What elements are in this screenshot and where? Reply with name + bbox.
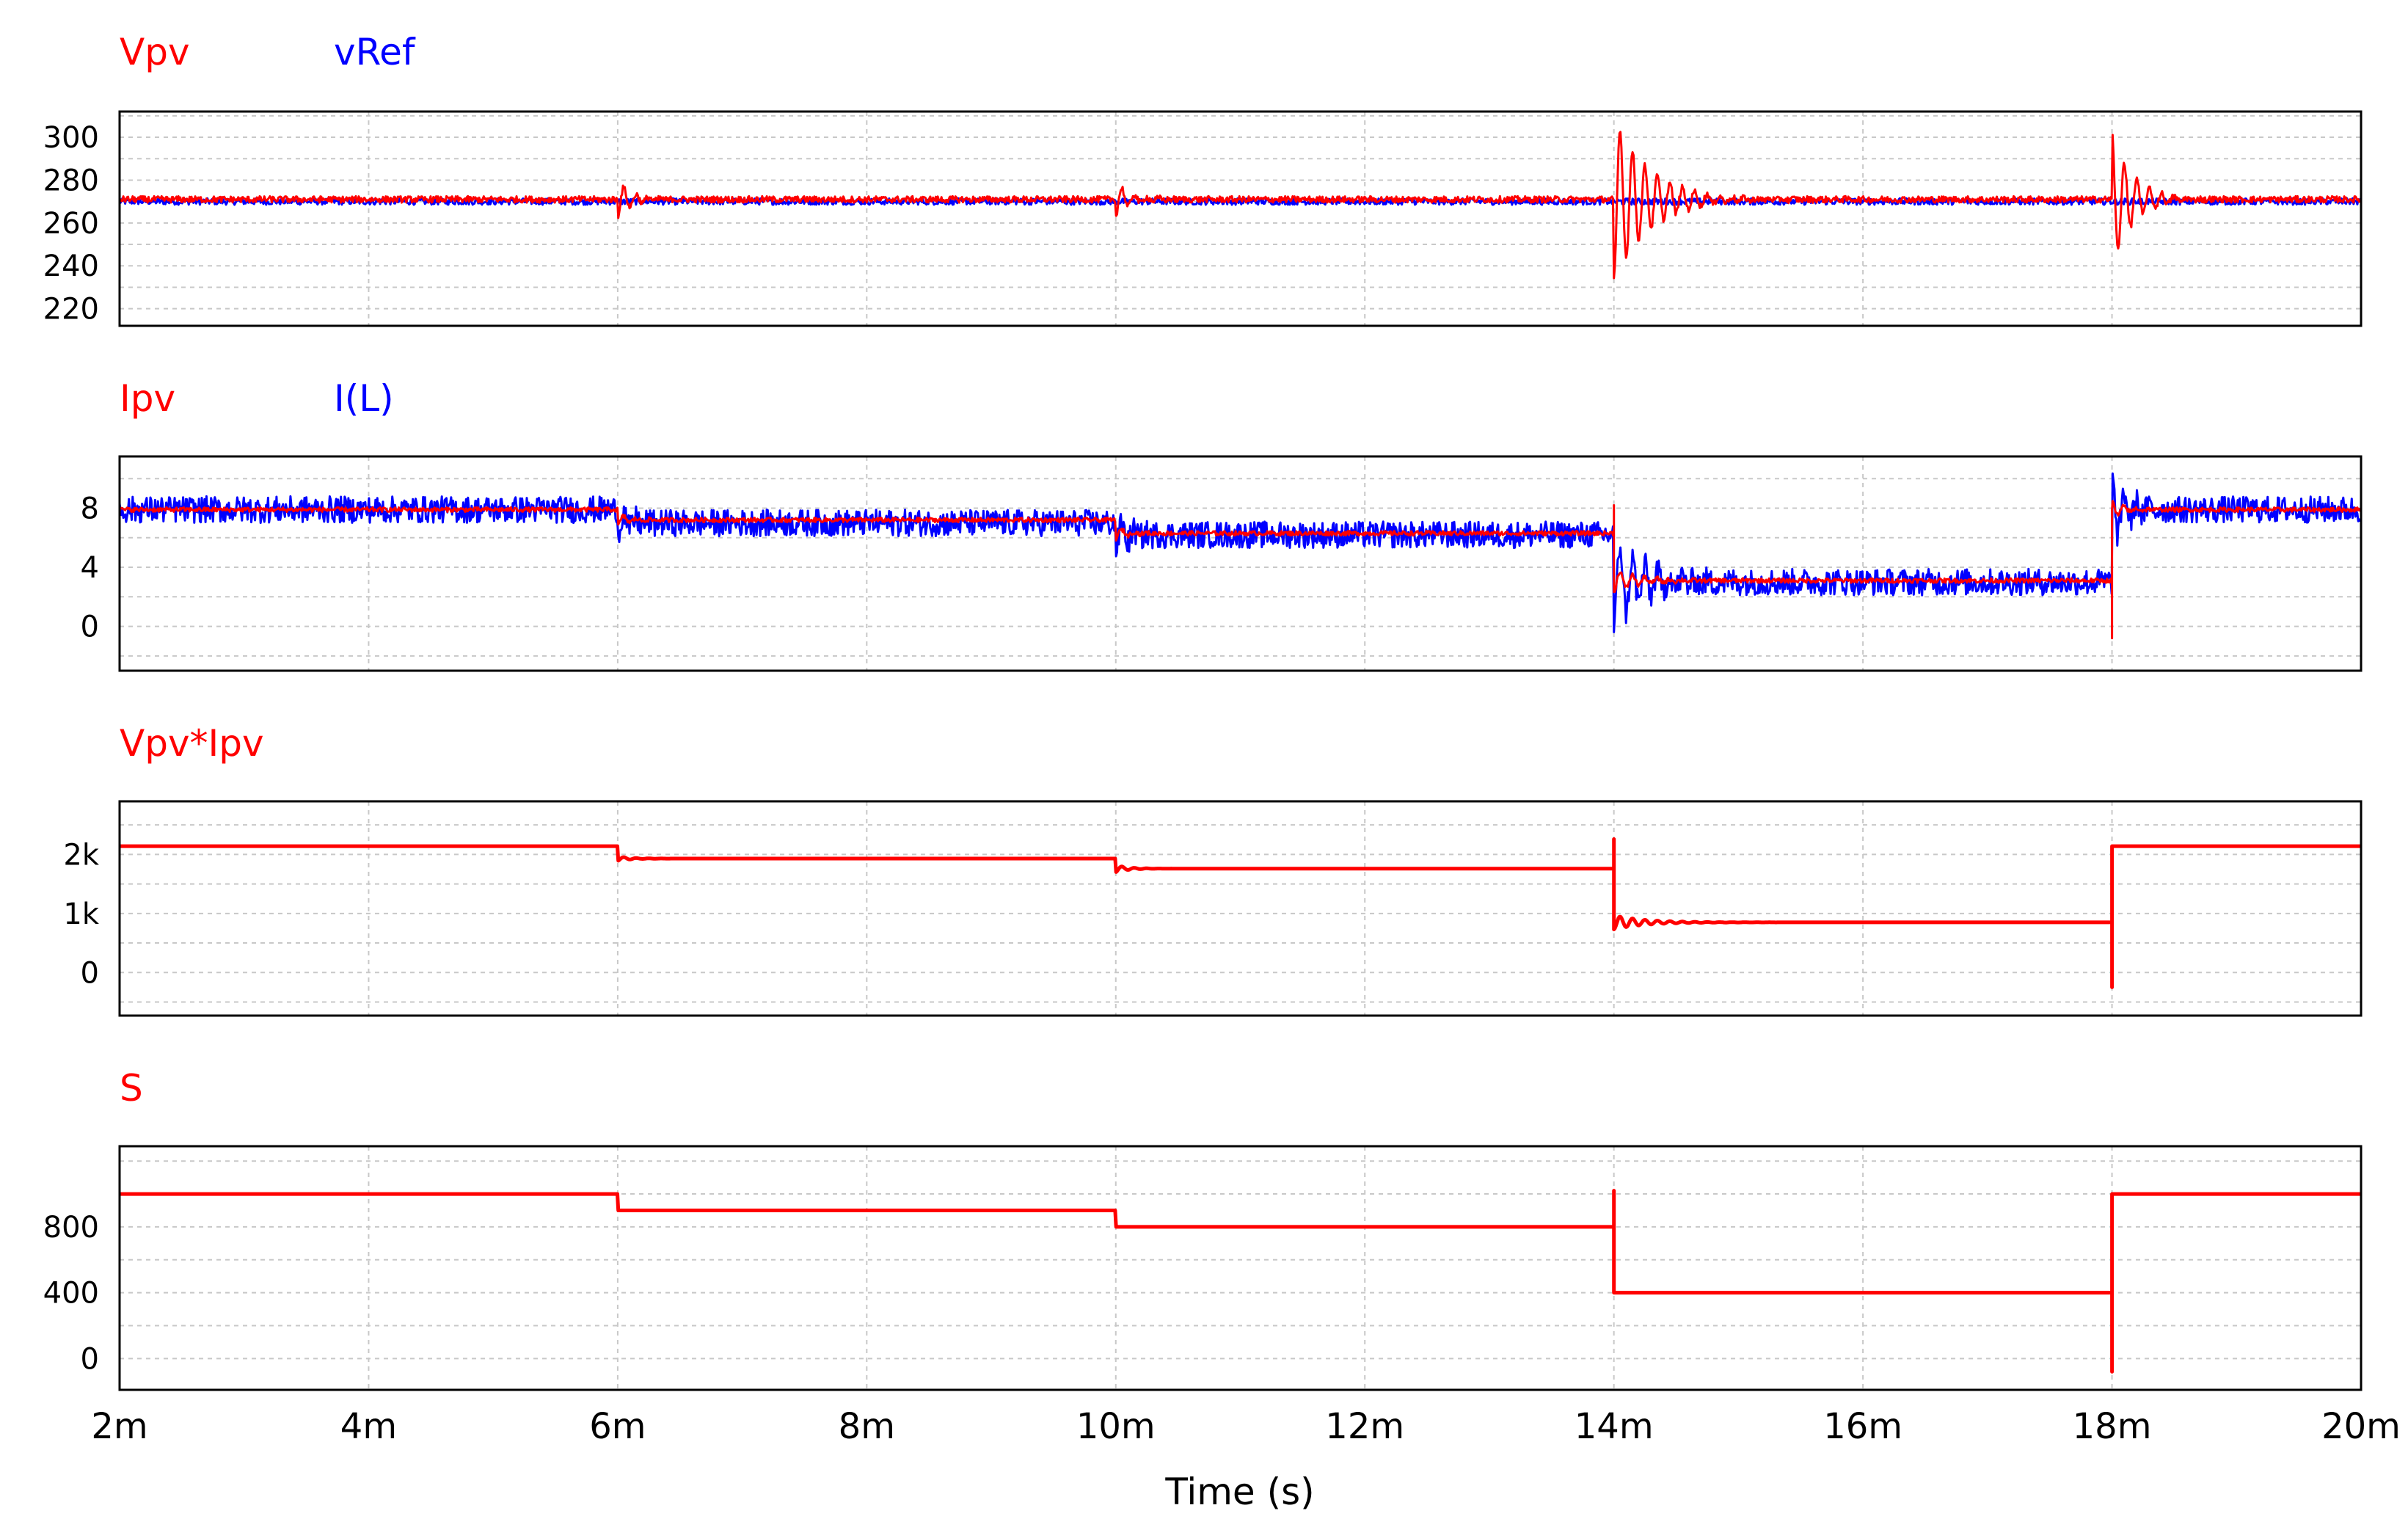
panel-irradiance: S 800 400 0 xyxy=(43,1067,2363,1391)
x-tick-label: 16m xyxy=(1823,1406,1902,1447)
y-tick-label: 260 xyxy=(43,207,99,241)
series-ipv xyxy=(120,500,2361,640)
y-tick-label: 1k xyxy=(63,897,99,931)
y-tick-label: 300 xyxy=(43,121,99,155)
x-tick-label: 8m xyxy=(839,1406,895,1447)
y-tick-label: 0 xyxy=(81,1342,99,1376)
panel-power: Vpv*Ipv 2k 1k 0 xyxy=(63,722,2363,1017)
x-tick-label: 12m xyxy=(1325,1406,1404,1447)
plot-frame xyxy=(118,455,2363,672)
panel-voltage: Vpv vRef 300 280 260 240 220 xyxy=(43,31,2363,327)
x-axis-label: Time (s) xyxy=(1164,1471,1314,1513)
legend-i-l-: I(L) xyxy=(334,377,394,420)
y-tick-label: 0 xyxy=(81,611,99,644)
plot-area xyxy=(120,801,2361,1016)
y-tick-label: 4 xyxy=(81,551,99,585)
x-tick-label: 20m xyxy=(2321,1406,2401,1447)
series-group xyxy=(120,472,2361,640)
legend-s: S xyxy=(120,1067,143,1110)
legend-ipv: Ipv xyxy=(120,377,175,420)
legend-vref: vRef xyxy=(334,31,416,73)
legend-vpv-ipv: Vpv*Ipv xyxy=(120,722,264,765)
panel-current: Ipv I(L) 8 4 0 xyxy=(81,377,2363,672)
x-tick-label: 14m xyxy=(1575,1406,1654,1447)
plot-frame xyxy=(118,1145,2363,1391)
series-group xyxy=(120,1189,2361,1374)
x-tick-label: 6m xyxy=(589,1406,646,1447)
y-tick-label: 8 xyxy=(81,492,99,525)
plot-area xyxy=(120,112,2361,326)
plot-area xyxy=(120,456,2361,671)
series-vpv xyxy=(120,131,2361,280)
y-tick-label: 0 xyxy=(81,956,99,990)
x-tick-label: 2m xyxy=(91,1406,147,1447)
x-tick-label: 18m xyxy=(2073,1406,2152,1447)
series-vpv-ipv xyxy=(120,837,2361,989)
series-s xyxy=(120,1189,2361,1374)
y-tick-label: 400 xyxy=(43,1277,99,1311)
legend-vpv: Vpv xyxy=(120,31,190,73)
chart-panels: Vpv vRef 300 280 260 240 220 Ipv I(L) 8 4 0 Vpv*Ipv 2… xyxy=(43,31,2363,1391)
x-tick-label: 4m xyxy=(340,1406,397,1447)
plot-frame xyxy=(118,800,2363,1017)
plot-area xyxy=(120,1146,2361,1390)
y-tick-label: 280 xyxy=(43,164,99,197)
series-group xyxy=(120,837,2361,989)
x-tick-label: 10m xyxy=(1076,1406,1156,1447)
x-axis: 2m 4m 6m 8m 10m 12m 14m 16m 18m 20m xyxy=(91,1406,2401,1447)
series-group xyxy=(120,131,2361,280)
y-tick-label: 240 xyxy=(43,249,99,283)
y-tick-label: 800 xyxy=(43,1211,99,1245)
y-tick-label: 220 xyxy=(43,293,99,327)
series-i-l- xyxy=(120,472,2361,633)
y-tick-label: 2k xyxy=(63,838,99,872)
plot-frame xyxy=(118,110,2363,327)
